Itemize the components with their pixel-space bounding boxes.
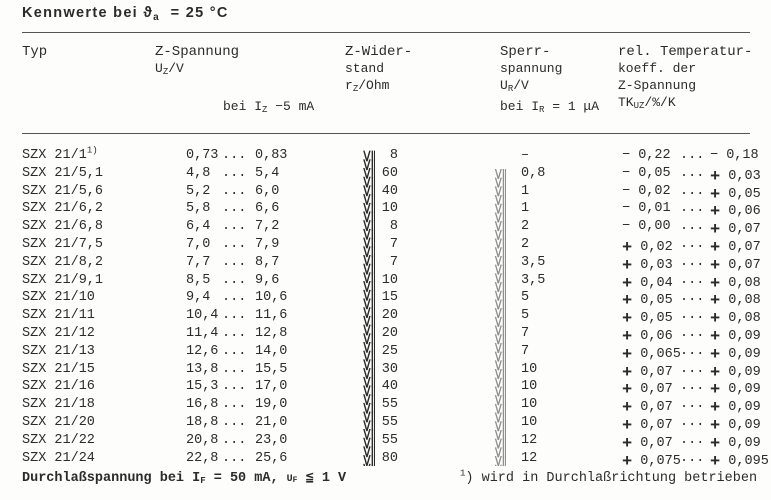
svg-text:≦: ≦ — [492, 463, 506, 466]
